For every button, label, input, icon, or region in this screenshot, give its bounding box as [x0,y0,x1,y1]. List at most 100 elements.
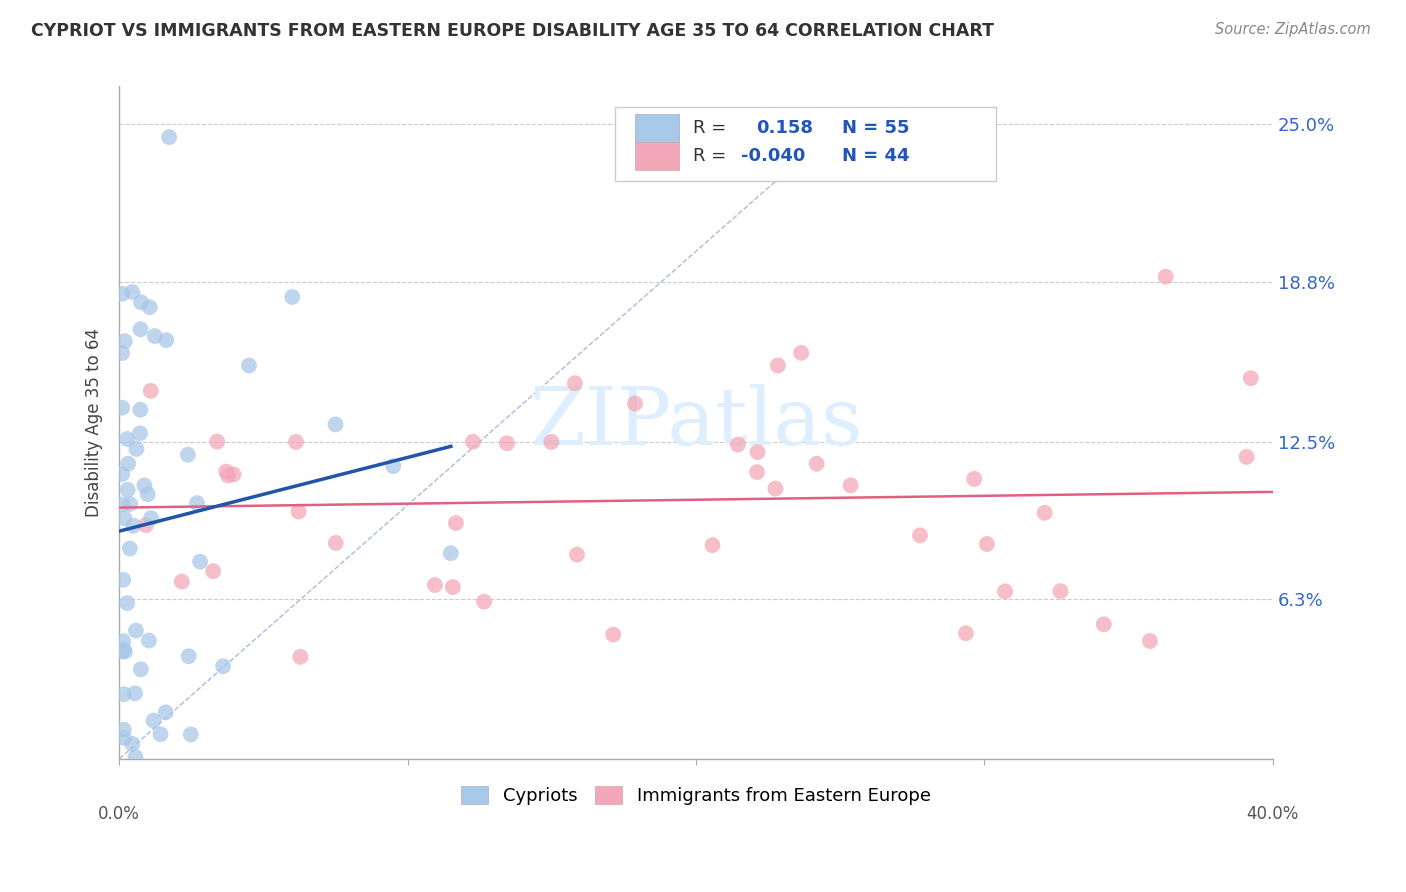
Point [136,487,159,501]
Point [121,285,143,299]
Point [202,564,225,578]
Point [212,659,235,673]
Point [238,359,260,373]
Point [285,434,308,449]
Point [112,634,135,648]
Point [129,662,152,676]
Point [496,436,519,450]
FancyBboxPatch shape [616,106,995,180]
Point [1236,450,1258,464]
Point [727,437,749,451]
Point [142,714,165,728]
Point [281,290,304,304]
Point [143,329,166,343]
Text: ZIPatlas: ZIPatlas [529,384,863,461]
Point [111,346,134,360]
Point [138,633,160,648]
Point [955,626,977,640]
Text: CYPRIOT VS IMMIGRANTS FROM EASTERN EUROPE DISABILITY AGE 35 TO 64 CORRELATION CH: CYPRIOT VS IMMIGRANTS FROM EASTERN EUROP… [31,22,994,40]
Point [138,300,160,314]
Point [702,538,724,552]
Point [994,584,1017,599]
Text: 40.0%: 40.0% [1247,805,1299,822]
Point [1154,269,1177,284]
Point [766,359,789,373]
Point [1033,506,1056,520]
Text: 0.158: 0.158 [756,119,813,137]
Text: N = 55: N = 55 [842,119,910,137]
Text: Source: ZipAtlas.com: Source: ZipAtlas.com [1215,22,1371,37]
Point [155,333,177,347]
Point [763,482,786,496]
Point [125,442,148,456]
Point [908,528,931,542]
Point [129,295,152,310]
Point [149,727,172,741]
Point [215,465,238,479]
Point [112,723,135,737]
Point [180,727,202,741]
Point [461,434,484,449]
Point [963,472,986,486]
Point [129,322,152,336]
Point [112,573,135,587]
Point [444,516,467,530]
Point [441,580,464,594]
Point [222,467,245,482]
Bar [636,142,679,170]
Point [112,642,135,657]
Point [111,644,134,658]
Point [564,376,586,391]
Point [117,483,139,497]
Point [1139,634,1161,648]
Point [114,334,136,349]
Point [745,465,768,479]
Point [111,401,134,415]
Point [839,478,862,492]
Point [117,457,139,471]
Point [287,504,309,518]
Point [115,432,138,446]
Point [139,511,162,525]
Point [124,750,146,764]
Text: 0.0%: 0.0% [98,805,141,822]
Point [806,457,828,471]
Point [135,518,157,533]
Point [423,578,446,592]
Point [747,445,769,459]
Point [155,706,177,720]
Point [129,426,152,441]
Text: -0.040: -0.040 [741,147,806,165]
Point [790,346,813,360]
Point [976,537,998,551]
Point [325,417,347,432]
Point [139,384,162,398]
Point [111,467,134,482]
Point [120,497,142,511]
Y-axis label: Disability Age 35 to 64: Disability Age 35 to 64 [86,328,103,517]
Point [440,546,463,560]
Point [290,649,312,664]
Point [1092,617,1115,632]
Point [624,396,647,410]
Point [565,548,588,562]
Text: R =: R = [693,119,725,137]
Point [115,596,138,610]
Point [1049,584,1071,599]
Point [114,644,136,658]
Point [602,627,624,641]
Text: R =: R = [693,147,725,165]
Point [186,496,208,510]
Point [111,497,134,511]
Point [112,731,135,745]
Point [134,478,156,492]
Point [112,511,135,525]
Point [325,536,347,550]
Point [124,686,146,700]
Point [1240,371,1263,385]
Point [177,448,200,462]
Point [540,435,562,450]
Point [122,518,145,533]
Point [112,687,135,701]
Point [217,468,239,483]
